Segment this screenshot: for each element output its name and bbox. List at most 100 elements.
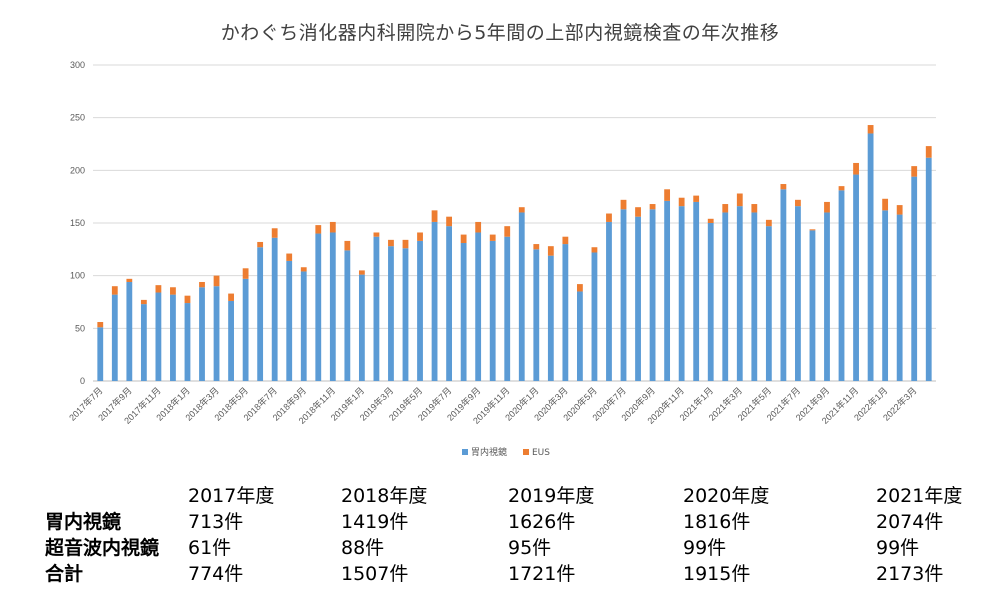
bar-gastroscopy <box>358 274 365 381</box>
bar-gastroscopy <box>925 157 932 381</box>
bar-gastroscopy <box>431 221 438 381</box>
legend-label-eus: EUS <box>532 448 550 458</box>
bar-eus <box>664 189 671 201</box>
bar-eus <box>533 244 540 250</box>
gastroscopy-count: 1419件 <box>341 511 409 533</box>
bar-eus <box>547 246 554 256</box>
bar-gastroscopy <box>286 260 293 381</box>
bar-gastroscopy <box>315 233 322 381</box>
bar-gastroscopy <box>562 244 569 381</box>
bar-eus <box>170 287 176 295</box>
y-tick-label: 50 <box>75 323 85 333</box>
bar-eus <box>707 218 714 223</box>
eus-count: 61件 <box>188 537 232 559</box>
bar-eus <box>678 197 685 207</box>
legend: 胃内視鏡 EUS <box>462 446 550 458</box>
eus-count: 95件 <box>508 537 552 559</box>
bar-eus <box>911 166 918 177</box>
bar-eus <box>489 234 496 241</box>
bar-eus <box>576 284 583 292</box>
bar-gastroscopy <box>460 243 467 381</box>
bar-eus <box>693 195 700 202</box>
bar-gastroscopy <box>504 236 511 381</box>
bar-gastroscopy <box>344 250 351 381</box>
bar-eus <box>780 184 787 190</box>
bar-eus <box>242 268 249 279</box>
bar-gastroscopy <box>402 248 409 381</box>
row-label-total: 合計 <box>45 563 84 585</box>
y-tick-label: 200 <box>70 165 85 175</box>
bar-eus <box>184 295 191 304</box>
bar-eus <box>97 322 104 328</box>
bar-eus <box>329 221 336 233</box>
y-tick-label: 0 <box>80 376 85 386</box>
bar-gastroscopy <box>693 201 700 381</box>
bar-gastroscopy <box>736 206 743 381</box>
bar-eus <box>315 225 322 234</box>
bar-gastroscopy <box>111 294 118 381</box>
bar-eus <box>388 239 394 247</box>
bar-eus <box>271 228 278 238</box>
bar-gastroscopy <box>809 230 816 381</box>
bar-eus <box>140 299 147 305</box>
bar-gastroscopy <box>649 209 656 381</box>
gastroscopy-count: 713件 <box>188 511 244 533</box>
bar-eus <box>111 286 118 295</box>
bar-eus <box>882 198 889 211</box>
gastroscopy-count: 1816件 <box>683 511 751 533</box>
total-count: 774件 <box>188 563 244 585</box>
bar-eus <box>257 241 264 248</box>
y-axis-ticks: 0 50 100 150 200 250 300 <box>70 60 85 386</box>
bar-eus <box>591 247 598 253</box>
eus-count: 99件 <box>876 537 920 559</box>
eus-count: 99件 <box>683 537 727 559</box>
bar-gastroscopy <box>824 212 830 381</box>
bar-gastroscopy <box>489 240 496 381</box>
bar-gastroscopy <box>853 174 859 381</box>
bar-eus <box>504 226 511 237</box>
bars <box>97 125 932 381</box>
bar-gastroscopy <box>620 209 627 381</box>
bar-gastroscopy <box>795 206 801 381</box>
bar-gastroscopy <box>126 281 133 381</box>
bar-gastroscopy <box>882 210 889 381</box>
bar-eus <box>199 281 205 288</box>
bar-gastroscopy <box>896 214 903 381</box>
total-count: 2173件 <box>876 563 944 585</box>
bar-gastroscopy <box>417 240 423 381</box>
total-count: 1915件 <box>683 563 751 585</box>
chart-title: かわぐち消化器内科開院から5年間の上部内視鏡検査の年次推移 <box>220 22 780 44</box>
bar-gastroscopy <box>533 249 540 381</box>
bar-eus <box>344 240 351 251</box>
bar-eus <box>155 285 162 293</box>
year-header-1: 2018年度 <box>341 485 428 507</box>
total-count: 1507件 <box>341 563 409 585</box>
bar-gastroscopy <box>184 303 191 381</box>
bar-gastroscopy <box>140 304 147 381</box>
total-count: 1721件 <box>508 563 576 585</box>
bar-eus <box>475 221 482 233</box>
bar-gastroscopy <box>780 189 787 381</box>
bar-gastroscopy <box>271 237 278 381</box>
chart-area: 0 50 100 150 200 250 300 2017年7月2017年9月2017年11… <box>66 60 936 458</box>
bar-eus <box>896 205 903 215</box>
bar-gastroscopy <box>664 200 671 381</box>
bar-eus <box>809 229 816 231</box>
bar-eus <box>736 193 743 207</box>
gastroscopy-count: 2074件 <box>876 511 944 533</box>
bar-gastroscopy <box>722 212 729 381</box>
bar-eus <box>751 204 758 213</box>
bar-eus <box>373 232 380 237</box>
bar-gastroscopy <box>388 246 394 381</box>
bar-gastroscopy <box>635 216 641 381</box>
bar-gastroscopy <box>838 190 845 381</box>
bar-eus <box>722 204 729 213</box>
bar-gastroscopy <box>911 176 918 381</box>
bar-gastroscopy <box>199 287 205 381</box>
bar-eus <box>402 239 409 249</box>
bar-eus <box>867 125 874 134</box>
bar-eus <box>853 162 859 175</box>
bar-gastroscopy <box>242 278 249 381</box>
bar-gastroscopy <box>329 232 336 381</box>
bar-eus <box>126 278 133 282</box>
